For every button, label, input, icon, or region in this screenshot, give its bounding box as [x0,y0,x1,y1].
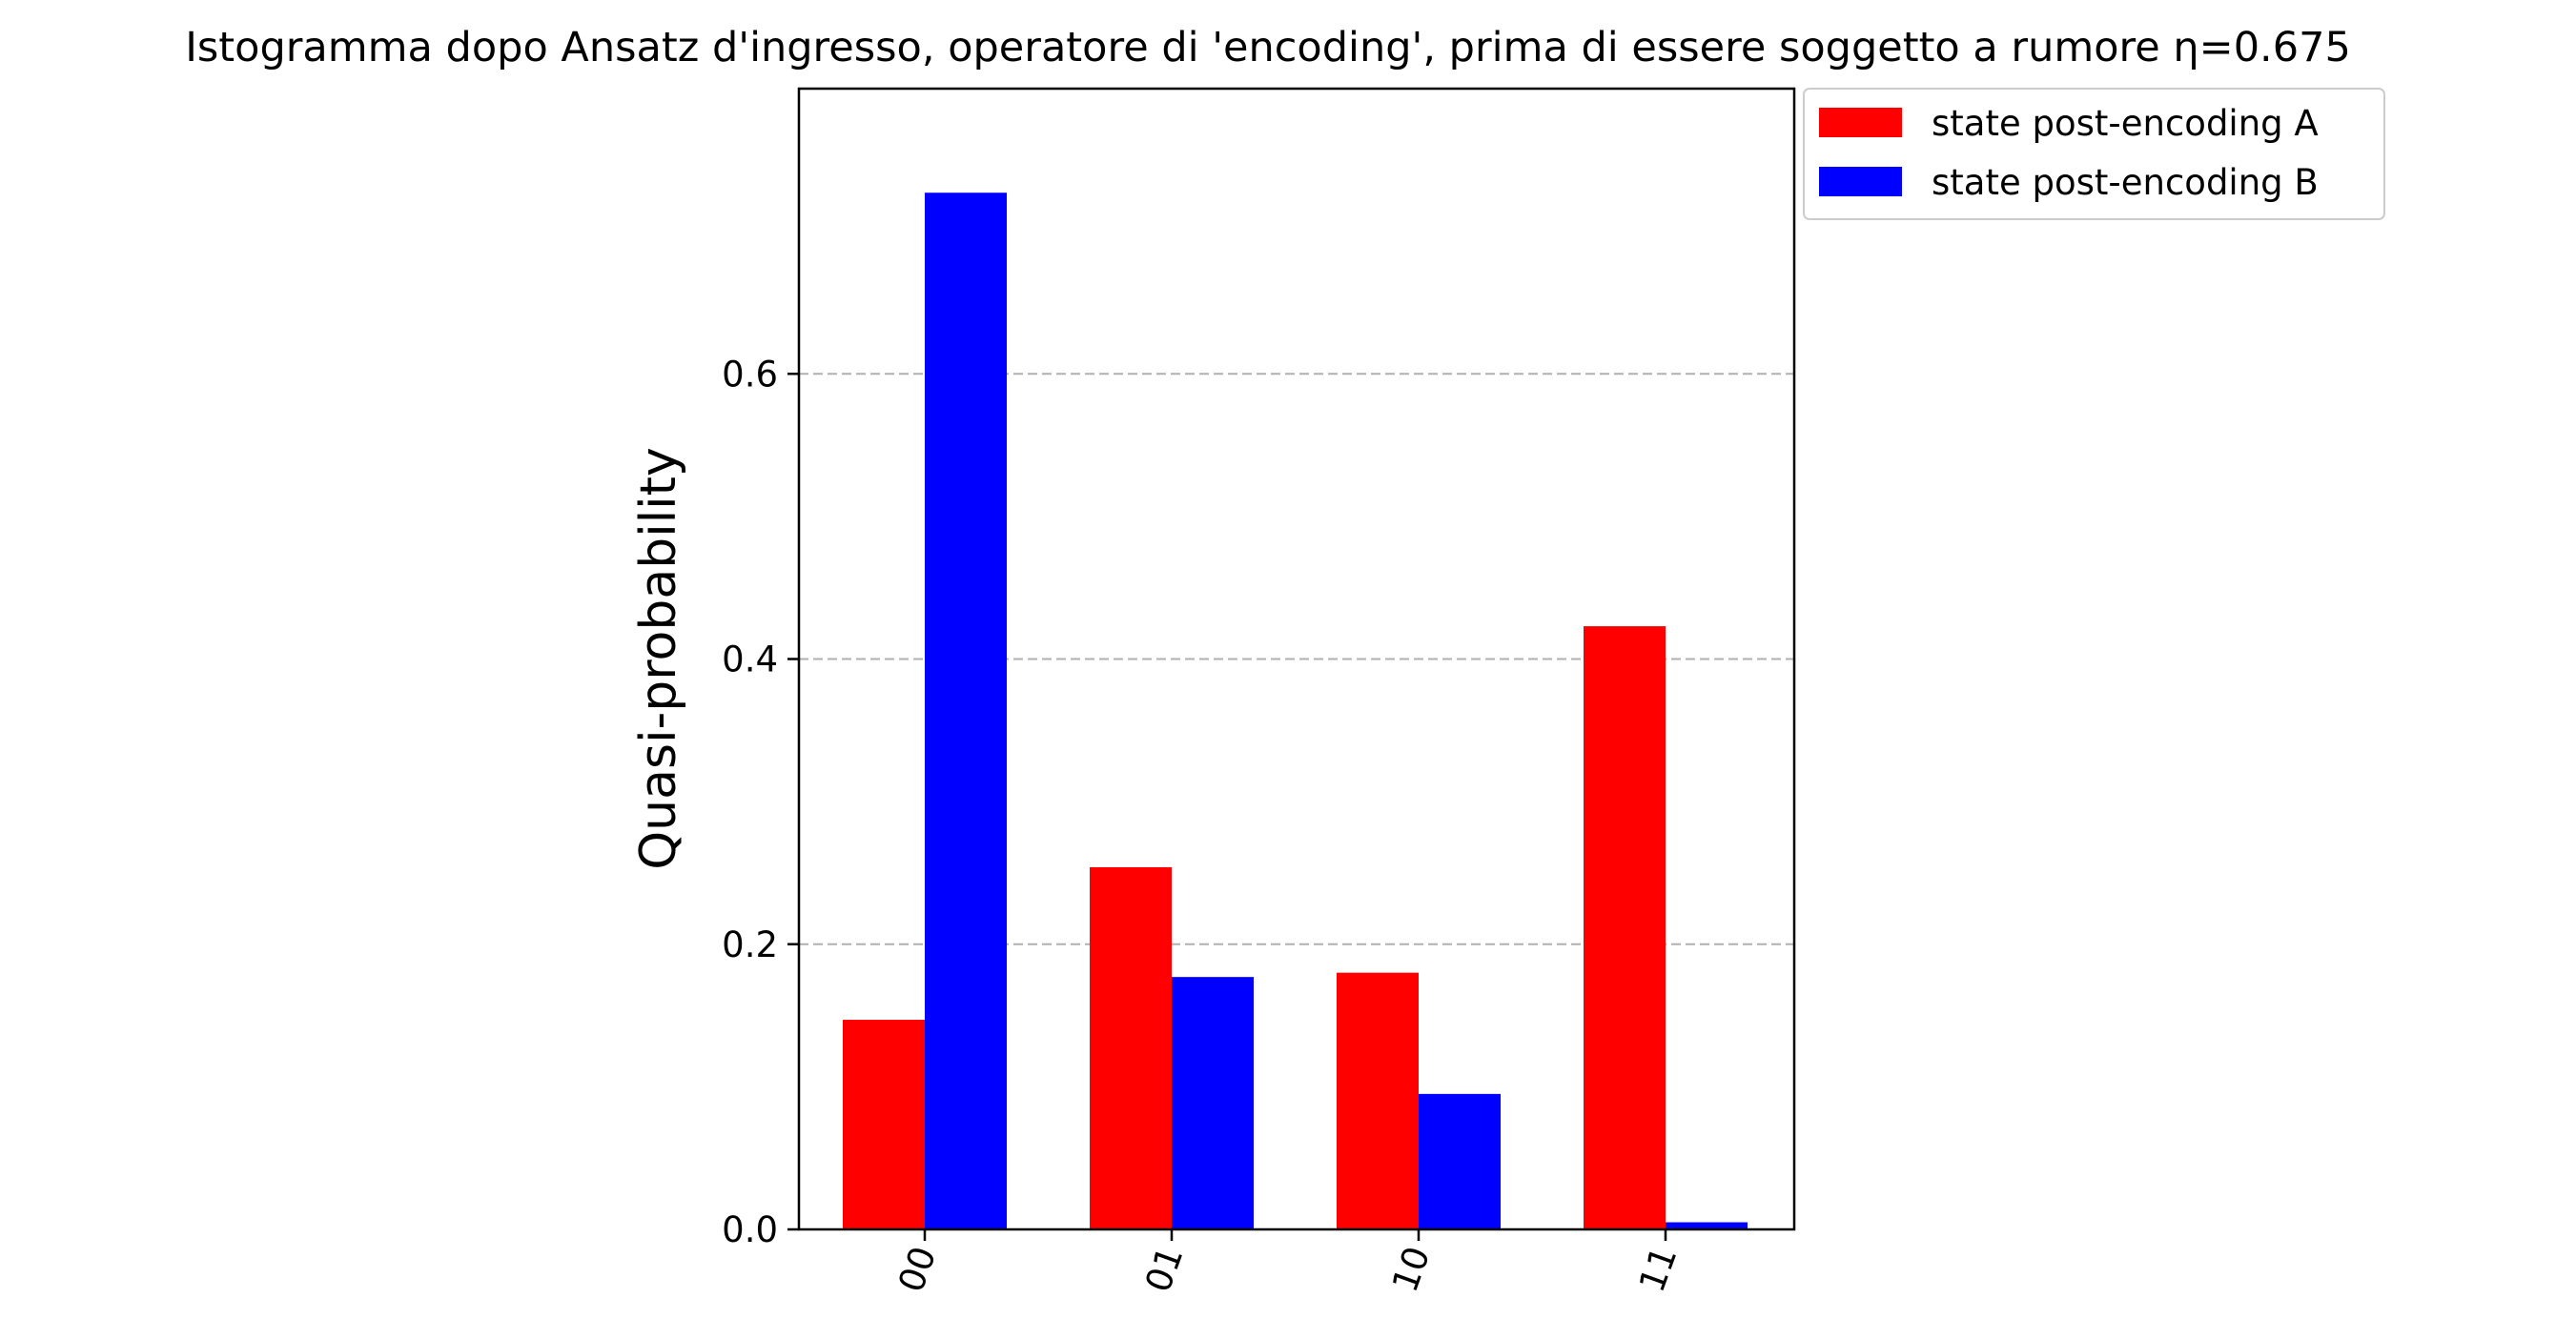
x-tick-label: 00 [890,1241,945,1297]
legend-swatch [1819,167,1902,196]
bar-a-00 [843,1020,925,1229]
legend-box [1803,88,2385,220]
y-axis-label: Quasi-probability [630,447,687,870]
bar-b-00 [925,193,1007,1229]
x-tick-label: 10 [1384,1241,1439,1297]
chart-title: Istogramma dopo Ansatz d'ingresso, opera… [185,24,2351,71]
x-tick-label: 01 [1137,1241,1192,1297]
bar-b-10 [1419,1093,1501,1229]
bar-a-10 [1337,972,1419,1229]
y-tick-label: 0.2 [722,924,778,965]
bar-a-01 [1090,866,1172,1229]
x-axis: 00 01 10 11 [890,1229,1686,1297]
y-tick-label: 0.0 [722,1209,778,1250]
bar-b-01 [1172,977,1254,1229]
y-axis: 0.0 0.2 0.4 0.6 [722,354,799,1250]
legend-label: state post-encoding A [1932,103,2319,144]
bar-a-11 [1584,626,1666,1229]
legend: state post-encoding A state post-encoding… [1803,88,2385,220]
x-tick-label: 11 [1631,1241,1686,1297]
bar-b-11 [1666,1222,1748,1229]
y-tick-label: 0.4 [722,639,778,680]
y-tick-label: 0.6 [722,354,778,395]
bars [843,193,1748,1229]
legend-label: state post-encoding B [1932,162,2319,203]
legend-swatch [1819,108,1902,137]
